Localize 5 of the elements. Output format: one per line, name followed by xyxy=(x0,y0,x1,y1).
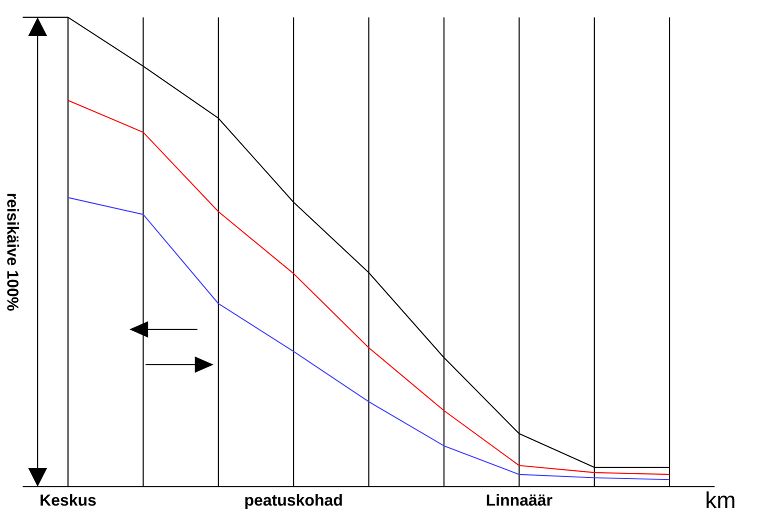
x-tick-label: peatuskohad xyxy=(245,494,342,509)
x-tick-label: Linnaäär xyxy=(486,494,552,506)
y-axis-title: reisikäive 100% xyxy=(7,194,19,311)
x-tick-label: Keskus xyxy=(40,494,96,506)
x-axis-title: km xyxy=(706,491,734,508)
